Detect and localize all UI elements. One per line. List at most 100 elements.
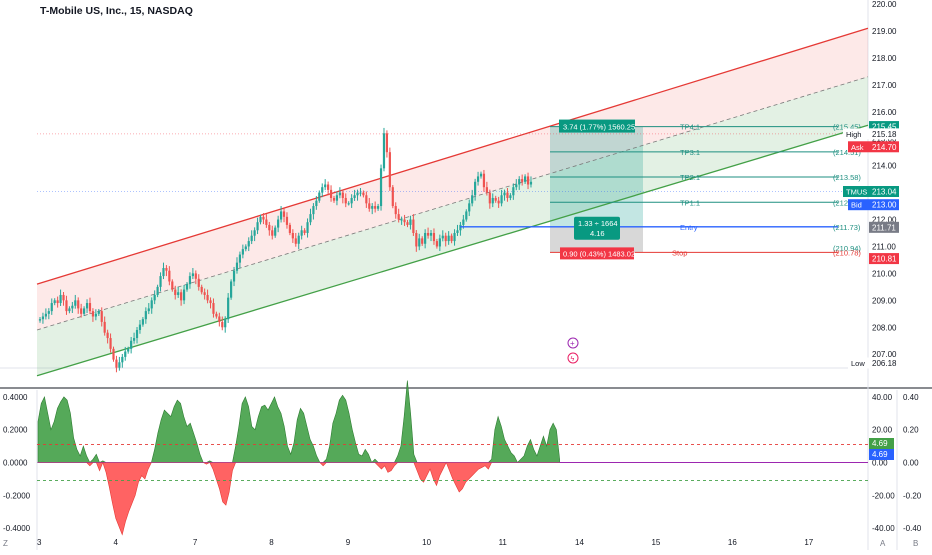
candle-body — [165, 268, 168, 271]
upper-channel-fill — [37, 28, 868, 330]
candle-body — [56, 300, 59, 304]
candle-body — [350, 197, 353, 204]
tp3-label: TP3:1 — [680, 148, 700, 157]
candle-body — [59, 294, 62, 304]
candle-body — [241, 249, 244, 255]
candle-body — [371, 206, 374, 209]
candle-body — [509, 195, 512, 198]
candle-body — [138, 324, 142, 330]
price-tick-label: 209.00 — [872, 296, 897, 305]
center-box-line2: 4.16 — [590, 229, 605, 238]
candle-body — [306, 222, 309, 233]
time-tick-label: 9 — [346, 538, 351, 547]
candle-body — [85, 303, 89, 309]
osc-tag2-value: 4.69 — [872, 450, 888, 459]
ask-value: 214.70 — [872, 143, 897, 152]
candle-body — [453, 232, 456, 242]
candle-body — [512, 187, 515, 196]
candle-body — [174, 289, 177, 295]
candle-body — [118, 362, 121, 368]
candle-body — [297, 235, 300, 244]
stop-value: (210.78) — [833, 248, 861, 257]
osc-right-tick: 0.20 — [903, 426, 919, 435]
candle-body — [147, 308, 150, 312]
candle-body — [265, 219, 268, 225]
add-icon — [567, 337, 579, 349]
candle-body — [188, 276, 192, 285]
candle-body — [400, 219, 403, 221]
price-tick-label: 218.00 — [872, 54, 897, 63]
osc-right-tick: 0.40 — [903, 393, 919, 402]
candle-body — [456, 230, 459, 233]
candle-body — [318, 192, 321, 201]
candle-body — [377, 206, 380, 209]
price-tick-label: 208.00 — [872, 323, 897, 332]
candle-body — [403, 219, 406, 223]
tp3-value: (214.51) — [833, 148, 861, 157]
candle-body — [421, 238, 424, 244]
candle-body — [471, 195, 474, 204]
candle-body — [482, 173, 486, 188]
ask-label: Ask — [851, 143, 864, 152]
alert-icon — [567, 352, 579, 364]
price-tick-label: 216.00 — [872, 108, 897, 117]
candle-body — [347, 203, 350, 205]
osc-tag1-value: 4.69 — [872, 439, 888, 448]
candle-body — [65, 300, 68, 312]
candle-body — [150, 300, 153, 309]
candle-body — [279, 211, 283, 220]
candle-body — [94, 313, 97, 317]
candle-body — [53, 300, 56, 304]
candle-body — [506, 192, 509, 198]
auto-scale-button[interactable]: A — [880, 539, 886, 548]
tp4-value: (215.45) — [833, 123, 861, 132]
candle-body — [274, 227, 277, 236]
candle-body — [206, 294, 209, 301]
candle-body — [277, 219, 280, 228]
candle-body — [468, 203, 471, 212]
tmus-value: 213.04 — [872, 188, 897, 197]
osc-left-tick: 0.2000 — [3, 426, 28, 435]
candle-body — [412, 219, 415, 233]
time-tick-label: 10 — [422, 538, 431, 547]
gray-tag — [869, 221, 899, 233]
candle-body — [203, 292, 206, 295]
entry-label: Entry — [680, 223, 698, 232]
candle-body — [521, 179, 524, 182]
timezone-corner[interactable]: Z — [3, 539, 8, 548]
candle-body — [271, 230, 274, 236]
osc-mid-tick: -20.00 — [872, 491, 895, 500]
candle-body — [77, 300, 80, 309]
target-tag — [869, 121, 899, 133]
candle-body — [156, 286, 159, 295]
osc-right-tick: -0.40 — [903, 524, 922, 533]
candle-body — [80, 308, 83, 314]
candle-body — [88, 303, 92, 312]
price-tick-label: 212.00 — [872, 216, 897, 225]
high-label: High — [846, 130, 861, 139]
tmus-tag — [869, 186, 899, 198]
candle-body — [171, 281, 174, 290]
log-scale-button[interactable]: B — [913, 539, 919, 548]
candle-body — [309, 214, 312, 223]
candle-body — [353, 195, 356, 198]
candle-body — [47, 311, 50, 314]
time-tick-label: 14 — [575, 538, 584, 547]
candle-body — [526, 176, 530, 185]
candle-body — [268, 224, 271, 231]
bid-tag — [869, 199, 899, 211]
candle-body — [44, 313, 47, 317]
candle-body — [324, 184, 327, 188]
candle-body — [230, 281, 233, 298]
candle-body — [444, 235, 447, 242]
tmus-label-bg — [843, 186, 869, 198]
candle-body — [282, 211, 286, 217]
time-tick-label: 15 — [651, 538, 660, 547]
price-tick-label: 214.00 — [872, 162, 897, 171]
bid-label: Bid — [851, 201, 862, 210]
candle-body — [409, 219, 412, 225]
candle-body — [359, 192, 362, 194]
candle-body — [500, 195, 503, 204]
entry-value: (211.73) — [833, 223, 861, 232]
